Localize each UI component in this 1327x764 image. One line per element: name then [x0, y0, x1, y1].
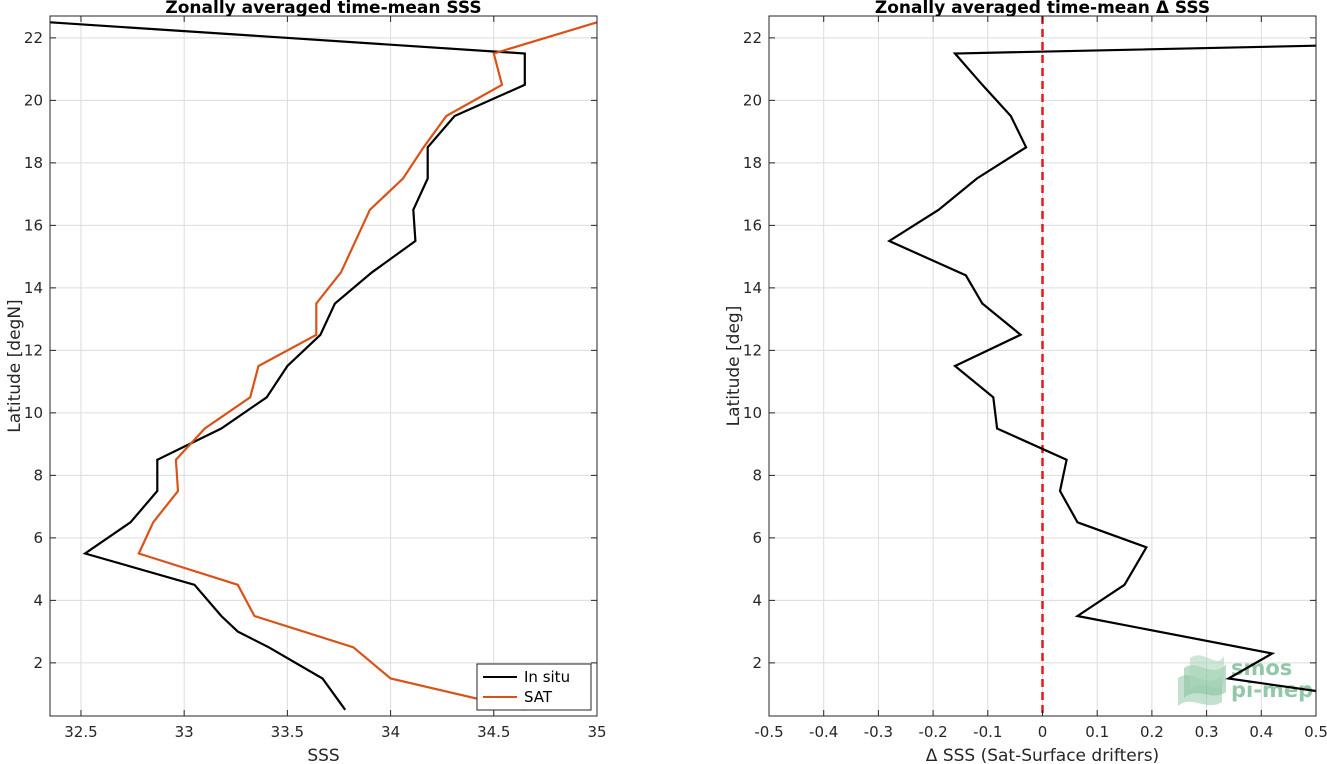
- delta-sss-y-tick-label: 8: [752, 466, 762, 484]
- sss-y-ticks: 2 4 6 8 10 12 14 16 18 20 22: [24, 29, 597, 672]
- sss-y-tick-label: 8: [33, 466, 43, 484]
- sss-x-tick-label: 34: [381, 723, 400, 741]
- delta-sss-y-tick-label: 14: [743, 279, 762, 297]
- sss-grid: [50, 16, 598, 716]
- legend-label-in-situ: In situ: [524, 668, 570, 686]
- delta-sss-series: [886, 44, 1317, 693]
- series-line-delta: [886, 44, 1317, 693]
- delta-sss-x-tick-label: 0.5: [1304, 723, 1327, 741]
- delta-sss-y-tick-label: 4: [752, 591, 762, 609]
- delta-sss-x-tick-label: 0.4: [1249, 723, 1273, 741]
- delta-sss-x-tick-label: 0: [1038, 723, 1048, 741]
- sss-y-tick-label: 2: [33, 654, 43, 672]
- sss-y-tick-label: 14: [24, 279, 43, 297]
- delta-sss-x-tick-label: -0.5: [754, 723, 783, 741]
- sss-y-tick-label: 12: [24, 341, 43, 359]
- delta-sss-x-tick-label: -0.4: [809, 723, 838, 741]
- legend-label-sat: SAT: [524, 688, 553, 706]
- delta-sss-y-tick-label: 6: [752, 529, 762, 547]
- legend-box: [476, 663, 592, 711]
- delta-sss-y-tick-label: 22: [743, 29, 762, 47]
- delta-sss-x-ticks: -0.5 -0.4 -0.3 -0.2 -0.1 0 0.1 0.2 0.3 0.4 0.5: [754, 16, 1327, 741]
- delta-sss-x-tick-label: -0.2: [918, 723, 947, 741]
- delta-sss-y-tick-label: 10: [743, 404, 762, 422]
- sss-y-tick-label: 20: [24, 91, 43, 109]
- delta-sss-y-axis-label: Latitude [deg]: [724, 306, 744, 427]
- delta-sss-x-tick-label: -0.3: [864, 723, 893, 741]
- series-line-in-situ: [49, 21, 526, 711]
- sss-y-tick-label: 16: [24, 216, 43, 234]
- delta-sss-x-tick-label: 0.2: [1140, 723, 1164, 741]
- sss-y-tick-label: 22: [24, 29, 43, 47]
- delta-sss-x-tick-label: 0.3: [1195, 723, 1219, 741]
- sss-x-axis-label: SSS: [307, 746, 339, 764]
- delta-sss-x-tick-label: -0.1: [973, 723, 1002, 741]
- delta-sss-y-ticks: 2 4 6 8 10 12 14 16 18 20 22: [743, 29, 1316, 672]
- sss-axes-frame: [49, 15, 598, 717]
- delta-sss-x-axis-label: Δ SSS (Sat-Surface drifters): [926, 746, 1159, 764]
- sss-legend: In situ SAT: [476, 663, 592, 711]
- sss-x-ticks: 32.5 33 33.5 34 34.5 35: [64, 16, 607, 741]
- delta-sss-y-tick-label: 20: [743, 91, 762, 109]
- sss-y-tick-label: 18: [24, 154, 43, 172]
- sss-y-axis-label: Latitude [degN]: [5, 299, 25, 432]
- sss-x-tick-label: 33: [175, 723, 194, 741]
- logo-text-pi-mep: pi-mep: [1231, 678, 1313, 702]
- sss-y-tick-label: 10: [24, 404, 43, 422]
- delta-sss-y-tick-label: 2: [752, 654, 762, 672]
- logo-wave-icon: [1178, 655, 1226, 706]
- sss-x-tick-label: 32.5: [64, 723, 97, 741]
- delta-sss-y-tick-label: 18: [743, 154, 762, 172]
- delta-sss-x-tick-label: 0.1: [1085, 723, 1109, 741]
- sss-y-tick-label: 6: [33, 529, 43, 547]
- sss-panel: 32.5 33 33.5 34 34.5 35 2 4 6 8 10 12 14 16 18 20 22 Zo…: [5, 0, 607, 764]
- smos-pi-mep-logo: smos pi-mep: [1178, 655, 1313, 706]
- sss-x-tick-label: 35: [587, 723, 606, 741]
- sss-series: [49, 21, 598, 711]
- delta-sss-y-tick-label: 16: [743, 216, 762, 234]
- sss-x-tick-label: 34.5: [477, 723, 510, 741]
- series-line-sat: [137, 21, 598, 711]
- delta-sss-panel: smos pi-mep -0.5 -0.4 -0.3 -0.2 -0.1 0 0.1 0.2 0…: [724, 0, 1327, 764]
- delta-sss-chart-title: Zonally averaged time-mean Δ SSS: [875, 0, 1210, 18]
- sss-chart-title: Zonally averaged time-mean SSS: [165, 0, 481, 18]
- delta-sss-y-tick-label: 12: [743, 341, 762, 359]
- sss-x-tick-label: 33.5: [271, 723, 304, 741]
- sss-y-tick-label: 4: [33, 591, 43, 609]
